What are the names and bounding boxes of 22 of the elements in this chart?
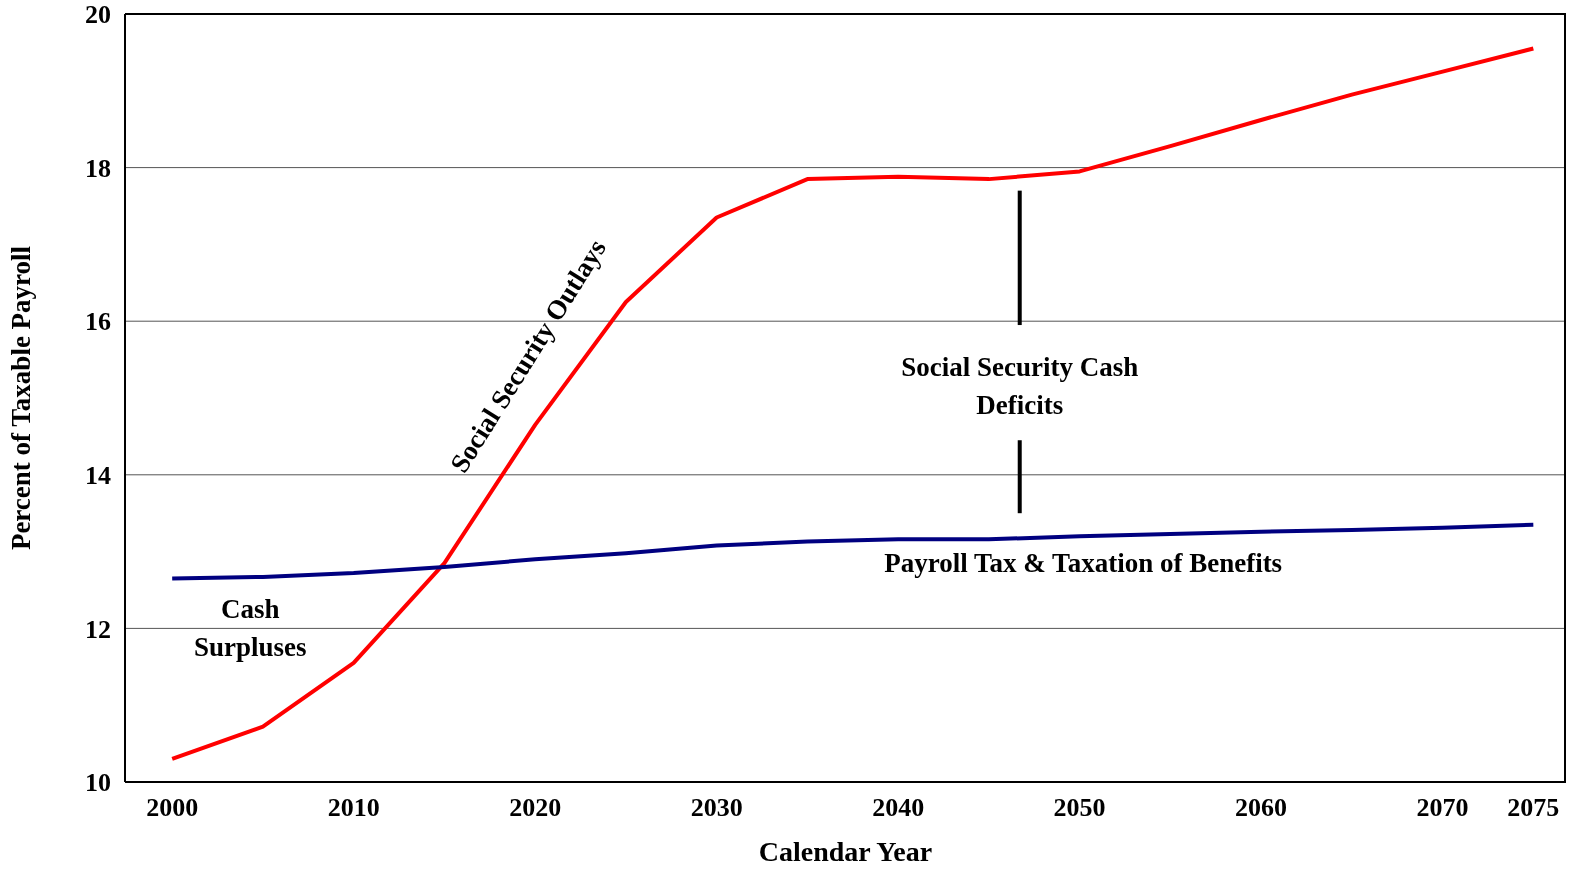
x-tick-label: 2020	[509, 793, 562, 823]
series-label: Payroll Tax & Taxation of Benefits	[884, 547, 1283, 581]
x-tick-label: 2070	[1416, 793, 1469, 823]
x-tick-label: 2060	[1235, 793, 1288, 823]
y-tick-label: 12	[85, 614, 111, 644]
y-axis-title: Percent of Taxable Payroll	[5, 245, 36, 551]
x-tick-label: 2040	[872, 793, 925, 823]
x-tick-label: 2050	[1053, 793, 1106, 823]
x-axis-title: Calendar Year	[758, 836, 933, 867]
annotation: Cash Surpluses	[192, 593, 308, 664]
y-tick-label: 10	[85, 768, 111, 798]
y-tick-label: 20	[85, 0, 111, 30]
x-tick-label: 2000	[146, 793, 199, 823]
line-series	[170, 46, 1536, 761]
y-tick-label: 16	[85, 307, 111, 337]
y-tick-label: 18	[85, 153, 111, 183]
annotation: Social Security Cash Deficits	[900, 351, 1140, 423]
x-tick-label: 2075	[1507, 793, 1560, 823]
x-tick-label: 2030	[690, 793, 743, 823]
y-tick-label: 14	[85, 461, 111, 491]
x-tick-label: 2010	[327, 793, 380, 823]
line-series	[170, 522, 1536, 581]
